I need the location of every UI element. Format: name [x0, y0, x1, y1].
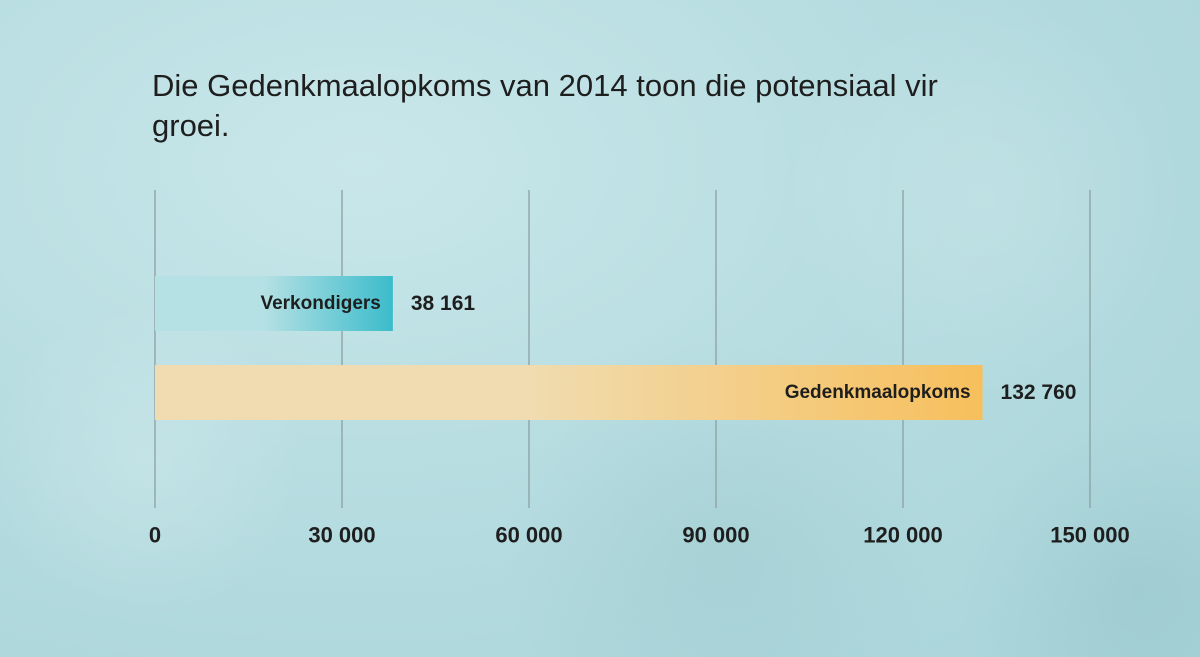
x-tick-label: 0	[149, 523, 161, 548]
x-tick-label: 60 000	[495, 523, 562, 548]
bar	[155, 365, 983, 420]
bar-value-label: 38 161	[411, 292, 476, 315]
x-tick-label: 30 000	[308, 523, 375, 548]
bar-category-label: Verkondigers	[260, 293, 380, 314]
bar-value-label: 132 760	[1001, 381, 1077, 404]
chart-title: Die Gedenkmaalopkoms van 2014 toon die p…	[152, 68, 938, 143]
bar	[155, 276, 393, 331]
grid-lines	[154, 190, 1091, 508]
x-tick-label: 120 000	[863, 523, 943, 548]
bars: Verkondigers 38 161 Gedenkmaalopkoms 132 76…	[155, 276, 1076, 420]
x-tick-label: 90 000	[682, 523, 749, 548]
x-axis-tick-labels: 0 30 000 60 000 90 000 120 000 150 000	[149, 523, 1130, 548]
x-tick-label: 150 000	[1050, 523, 1130, 548]
bar-category-label: Gedenkmaalopkoms	[785, 382, 971, 403]
